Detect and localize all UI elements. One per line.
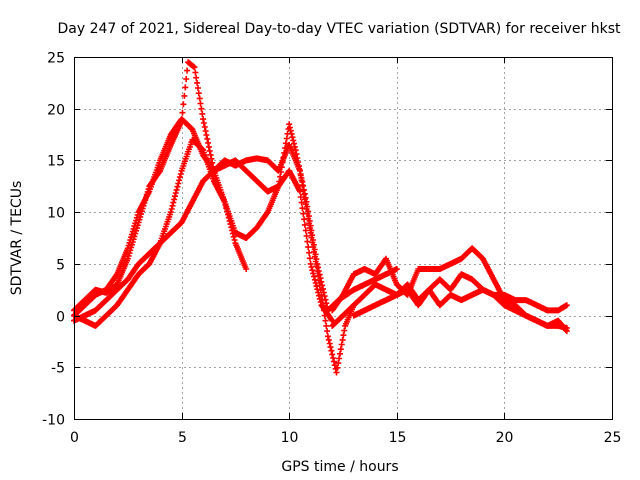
y-tick-label: 0 xyxy=(56,310,65,326)
series-track-7 xyxy=(350,286,570,335)
axis-tick-labels: 0 5 10 15 20 25 -10 -5 0 5 10 15 20 25 xyxy=(42,51,621,447)
x-tick-label: 10 xyxy=(281,430,299,446)
y-tick-label: 10 xyxy=(47,206,65,222)
y-tick-label: 5 xyxy=(56,258,65,274)
x-axis-label: GPS time / hours xyxy=(281,459,398,475)
y-tick-label: 20 xyxy=(47,103,65,119)
y-tick-label: 15 xyxy=(47,154,65,170)
x-tick-label: 25 xyxy=(604,430,622,446)
y-tick-label: -10 xyxy=(42,413,65,429)
y-axis-label: SDTVAR / TECUs xyxy=(9,181,25,296)
x-tick-label: 15 xyxy=(389,430,407,446)
plus-markers xyxy=(350,286,570,335)
y-tick-label: 25 xyxy=(47,51,65,67)
x-tick-label: 0 xyxy=(70,430,79,446)
plot-frame xyxy=(74,57,613,420)
grid-lines xyxy=(74,57,612,419)
x-tick-label: 5 xyxy=(178,430,187,446)
x-tick-label: 20 xyxy=(496,430,514,446)
y-tick-label: -5 xyxy=(51,361,65,377)
chart-title: Day 247 of 2021, Sidereal Day-to-day VTE… xyxy=(58,21,621,37)
axis-ticks xyxy=(74,57,613,420)
